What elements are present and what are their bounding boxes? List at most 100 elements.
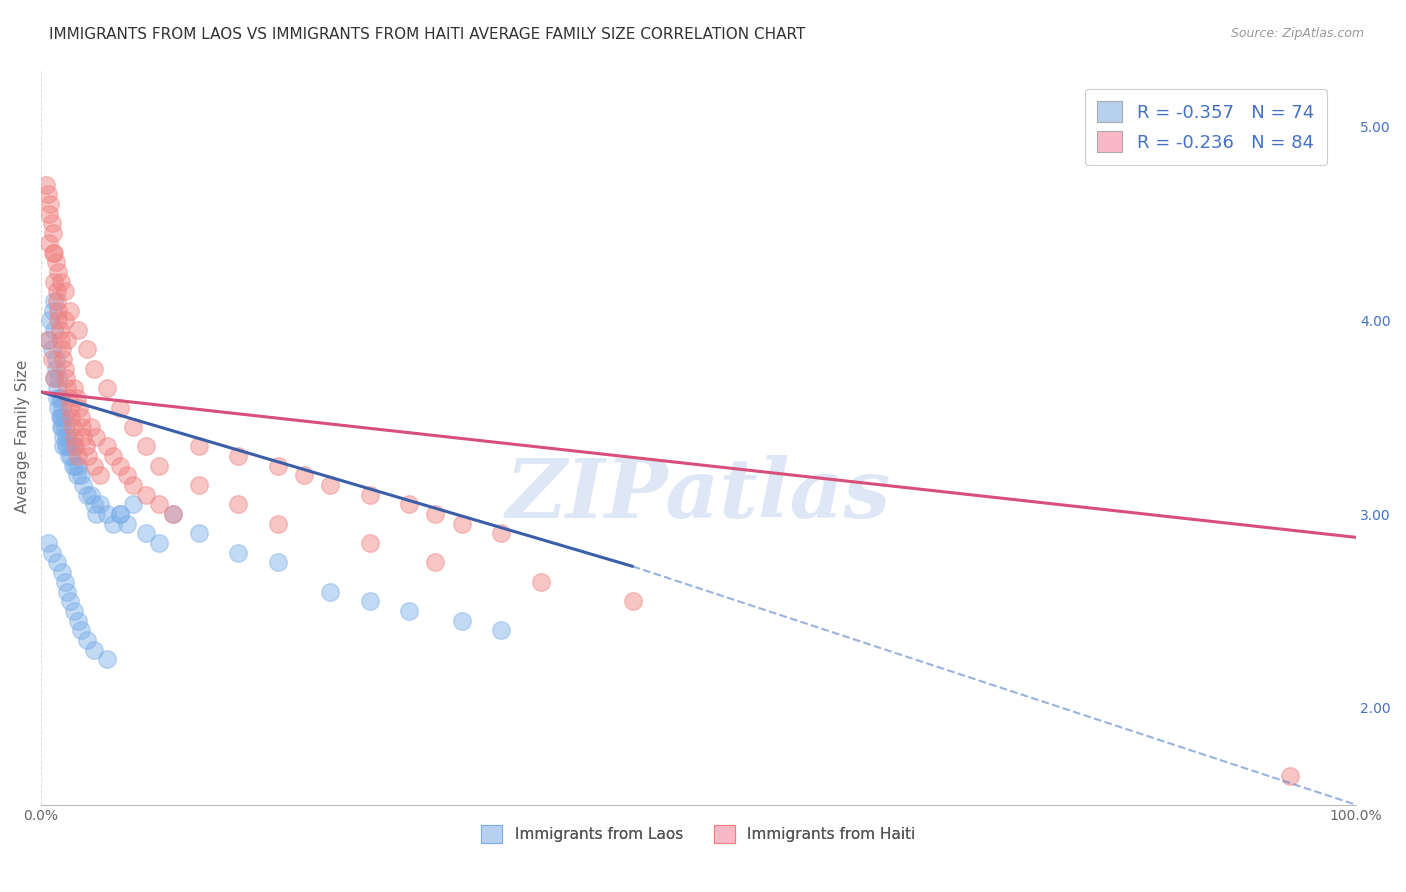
Point xyxy=(39,313,62,327)
Text: ZIPatlas: ZIPatlas xyxy=(506,456,891,535)
Point xyxy=(62,420,84,434)
Point xyxy=(60,410,83,425)
Point xyxy=(489,624,512,638)
Point xyxy=(45,285,67,299)
Point xyxy=(58,391,80,405)
Point xyxy=(80,488,103,502)
Point xyxy=(56,333,79,347)
Point xyxy=(187,478,209,492)
Point xyxy=(148,497,170,511)
Point xyxy=(621,594,644,608)
Point xyxy=(96,439,118,453)
Point xyxy=(55,371,77,385)
Point xyxy=(65,458,87,473)
Point xyxy=(122,478,145,492)
Point xyxy=(46,313,69,327)
Point xyxy=(83,458,105,473)
Point xyxy=(89,497,111,511)
Point xyxy=(226,546,249,560)
Point xyxy=(267,556,290,570)
Point xyxy=(425,507,447,521)
Point xyxy=(450,516,472,531)
Point xyxy=(80,420,103,434)
Point xyxy=(59,594,82,608)
Point xyxy=(56,429,79,443)
Point xyxy=(49,420,72,434)
Point xyxy=(48,391,70,405)
Point xyxy=(41,352,63,367)
Point xyxy=(226,449,249,463)
Point xyxy=(72,478,94,492)
Point xyxy=(103,449,125,463)
Point xyxy=(65,439,87,453)
Point xyxy=(319,584,342,599)
Point xyxy=(108,458,131,473)
Point xyxy=(187,439,209,453)
Point xyxy=(59,439,82,453)
Point xyxy=(96,652,118,666)
Point xyxy=(44,371,66,385)
Point xyxy=(39,197,62,211)
Point xyxy=(83,361,105,376)
Point xyxy=(41,343,63,357)
Point xyxy=(55,439,77,453)
Point xyxy=(46,401,69,415)
Point xyxy=(70,420,93,434)
Point xyxy=(49,410,72,425)
Text: IMMIGRANTS FROM LAOS VS IMMIGRANTS FROM HAITI AVERAGE FAMILY SIZE CORRELATION CH: IMMIGRANTS FROM LAOS VS IMMIGRANTS FROM … xyxy=(49,27,806,42)
Point xyxy=(53,574,76,589)
Point xyxy=(398,497,420,511)
Point xyxy=(48,323,70,337)
Point xyxy=(55,429,77,443)
Point xyxy=(69,410,91,425)
Point xyxy=(46,303,69,318)
Point xyxy=(48,410,70,425)
Point xyxy=(37,333,59,347)
Point xyxy=(37,536,59,550)
Point xyxy=(53,410,76,425)
Point xyxy=(108,507,131,521)
Point xyxy=(86,429,108,443)
Point xyxy=(83,497,105,511)
Point xyxy=(45,293,67,308)
Point xyxy=(96,381,118,395)
Point xyxy=(63,439,86,453)
Point xyxy=(226,497,249,511)
Point xyxy=(76,343,98,357)
Point xyxy=(66,614,89,628)
Point xyxy=(42,245,65,260)
Point xyxy=(52,352,75,367)
Point xyxy=(135,526,157,541)
Point xyxy=(58,449,80,463)
Point xyxy=(37,187,59,202)
Point xyxy=(69,624,91,638)
Point xyxy=(65,468,87,483)
Point xyxy=(398,604,420,618)
Point xyxy=(60,449,83,463)
Point xyxy=(51,343,73,357)
Point xyxy=(529,574,551,589)
Point xyxy=(319,478,342,492)
Point xyxy=(66,458,89,473)
Point xyxy=(1278,768,1301,782)
Point xyxy=(53,285,76,299)
Point xyxy=(89,468,111,483)
Point xyxy=(76,632,98,647)
Y-axis label: Average Family Size: Average Family Size xyxy=(15,359,30,513)
Point xyxy=(69,468,91,483)
Point xyxy=(267,458,290,473)
Point xyxy=(53,361,76,376)
Point xyxy=(44,371,66,385)
Point xyxy=(108,401,131,415)
Point xyxy=(292,468,315,483)
Point xyxy=(52,429,75,443)
Point xyxy=(46,265,69,279)
Point xyxy=(44,275,66,289)
Point xyxy=(52,439,75,453)
Point xyxy=(45,391,67,405)
Point xyxy=(49,333,72,347)
Point xyxy=(44,323,66,337)
Point xyxy=(45,255,67,269)
Point xyxy=(49,275,72,289)
Point xyxy=(359,594,381,608)
